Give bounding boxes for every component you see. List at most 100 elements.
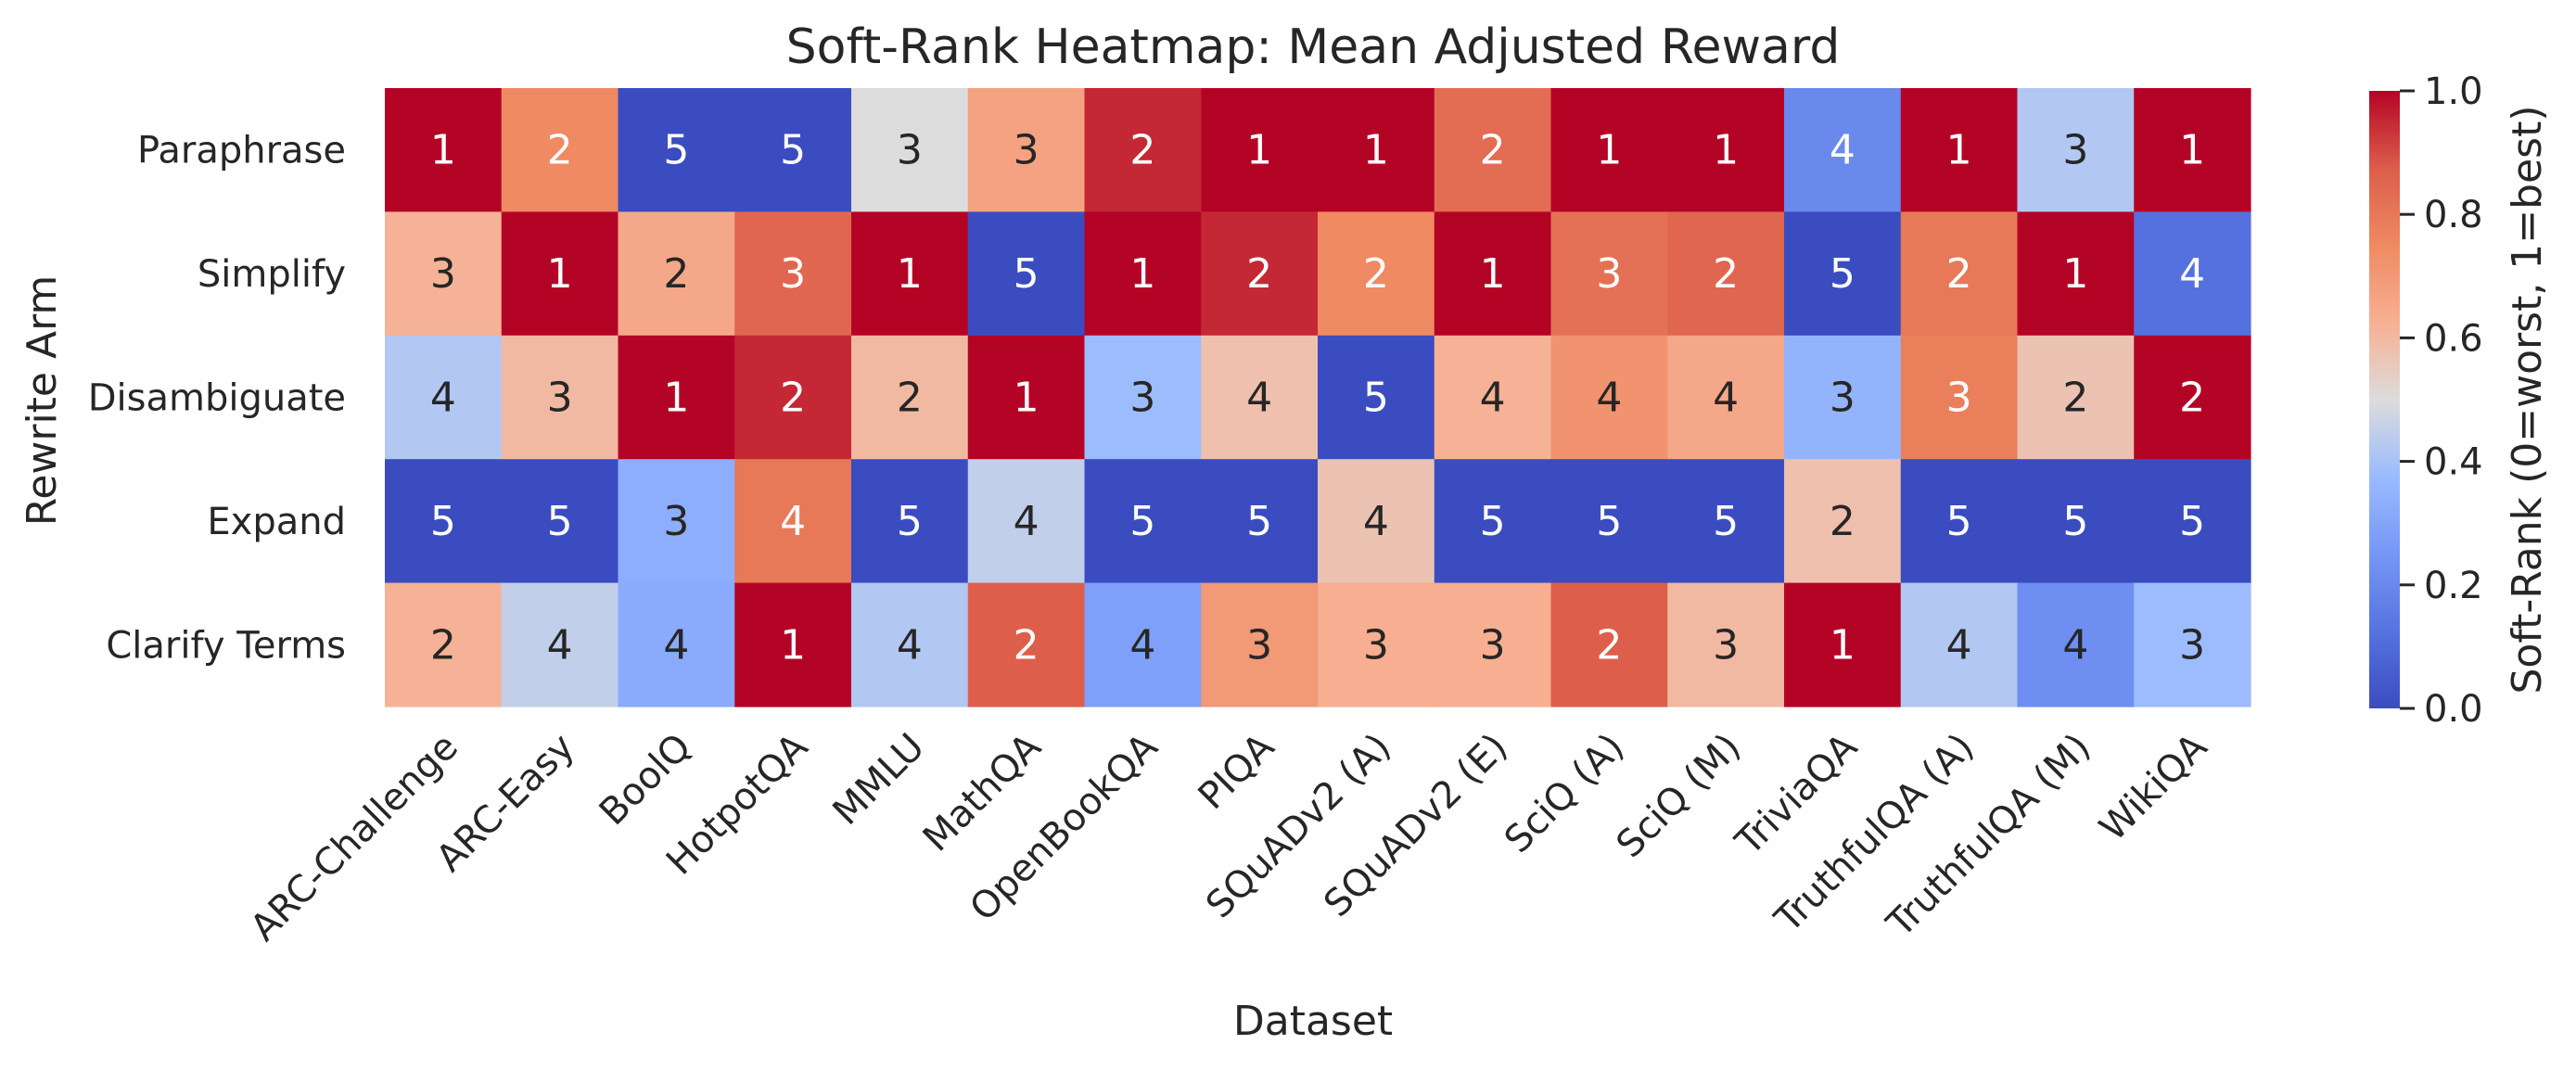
- cell-annotation: 4: [547, 621, 573, 669]
- heatmap-cell-0-7: [1201, 88, 1319, 212]
- heatmap-cell-4-11: [1667, 582, 1785, 707]
- cell-annotation: 2: [1713, 250, 1739, 298]
- heatmap-cell-4-5: [967, 582, 1086, 707]
- y-tick-label: Disambiguate: [88, 377, 346, 420]
- heatmap-cell-2-12: [1784, 335, 1902, 460]
- heatmap-cell-0-12: [1784, 88, 1902, 212]
- heatmap-cell-3-0: [385, 459, 503, 584]
- cell-annotation: 4: [1014, 498, 1039, 545]
- heatmap-cell-1-10: [1550, 211, 1668, 337]
- colorbar-tick-label: 0.4: [2424, 441, 2483, 484]
- chart-title: Soft-Rank Heatmap: Mean Adjusted Reward: [786, 19, 1841, 75]
- cell-annotation: 5: [1480, 498, 1506, 545]
- heatmap-cell-1-9: [1434, 211, 1552, 337]
- cell-annotation: 5: [1830, 250, 1855, 298]
- y-axis-label: Rewrite Arm: [19, 275, 66, 527]
- y-tick-labels: Paraphrase Simplify Disambiguate Expand Clar…: [88, 130, 346, 668]
- heatmap-cell-0-11: [1667, 88, 1785, 212]
- heatmap-cell-4-2: [618, 582, 735, 707]
- cell-annotation: 2: [547, 127, 573, 174]
- cell-annotation: 1: [1246, 127, 1272, 174]
- heatmap-cell-1-14: [2017, 211, 2135, 337]
- cell-annotation: 4: [897, 621, 923, 669]
- y-tick-label: Simplify: [198, 253, 346, 296]
- heatmap-cell-4-15: [2134, 582, 2251, 707]
- cell-annotation: 3: [2179, 621, 2205, 669]
- cell-annotation: 3: [1129, 375, 1155, 422]
- cell-annotation: 2: [2062, 375, 2088, 422]
- colorbar-tick-label: 0.8: [2424, 194, 2483, 236]
- heatmap-cell-0-4: [851, 88, 969, 212]
- cell-annotation: 5: [1596, 498, 1622, 545]
- cell-annotation: 5: [663, 127, 689, 174]
- heatmap-cell-1-11: [1667, 211, 1785, 337]
- cell-annotation: 3: [430, 250, 456, 298]
- cell-annotation: 2: [663, 250, 689, 298]
- heatmap-cell-0-1: [501, 88, 619, 212]
- colorbar-tick-label: 0.0: [2424, 688, 2483, 731]
- colorbar-ticks: 0.0 0.2 0.4 0.6 0.8 1.0: [2400, 70, 2483, 731]
- cell-annotation: 2: [1246, 250, 1272, 298]
- x-axis-label: Dataset: [1233, 998, 1393, 1045]
- cell-annotation: 4: [430, 375, 456, 422]
- cell-annotation: 1: [1596, 127, 1622, 174]
- cell-annotation: 4: [1830, 127, 1855, 174]
- heatmap-cell-1-8: [1318, 211, 1435, 337]
- heatmap-cell-1-1: [501, 211, 619, 337]
- cell-annotation: 5: [1713, 498, 1739, 545]
- heatmap-cell-0-6: [1084, 88, 1202, 212]
- cell-annotation: 3: [663, 498, 689, 545]
- heatmap-cell-4-0: [385, 582, 503, 707]
- cell-annotation: 5: [1014, 250, 1039, 298]
- heatmap-cell-3-3: [734, 459, 852, 584]
- heatmap-cell-0-2: [618, 88, 735, 212]
- cell-annotation: 3: [1713, 621, 1739, 669]
- heatmap-cell-2-13: [1900, 335, 2019, 460]
- cell-annotation: 1: [1830, 621, 1855, 669]
- heatmap-cell-3-12: [1784, 459, 1902, 584]
- y-tick-label: Paraphrase: [137, 130, 346, 172]
- colorbar: [2369, 91, 2400, 708]
- cell-annotation: 3: [547, 375, 573, 422]
- heatmap-cell-2-3: [734, 335, 852, 460]
- cell-annotation: 3: [780, 250, 806, 298]
- heatmap-cell-3-7: [1201, 459, 1319, 584]
- cell-annotation: 5: [1363, 375, 1389, 422]
- colorbar-tick-label: 0.6: [2424, 317, 2483, 360]
- heatmap-cell-2-11: [1667, 335, 1785, 460]
- heatmap-cell-1-2: [618, 211, 735, 337]
- cell-annotation: 5: [1246, 498, 1272, 545]
- heatmap-cell-3-9: [1434, 459, 1552, 584]
- cell-annotation: 2: [1946, 250, 1972, 298]
- heatmap-cell-0-0: [385, 88, 503, 212]
- heatmap-cell-0-8: [1318, 88, 1435, 212]
- cell-annotation: 5: [2062, 498, 2088, 545]
- cell-annotation: 5: [430, 498, 456, 545]
- heatmap-cell-2-15: [2134, 335, 2251, 460]
- cell-annotation: 2: [2179, 375, 2205, 422]
- heatmap-cell-4-12: [1784, 582, 1902, 707]
- heatmap-cell-0-10: [1550, 88, 1668, 212]
- colorbar-tick-label: 0.2: [2424, 565, 2483, 607]
- cell-annotation: 4: [2062, 621, 2088, 669]
- cell-annotation: 1: [663, 375, 689, 422]
- cell-annotation: 5: [1946, 498, 1972, 545]
- colorbar-tick-label: 1.0: [2424, 70, 2483, 113]
- cell-annotation: 1: [1014, 375, 1039, 422]
- heatmap-cell-4-6: [1084, 582, 1202, 707]
- x-tick-label: TruthfulQA (M): [1879, 726, 2099, 947]
- cell-annotation: 2: [780, 375, 806, 422]
- cell-annotation: 2: [1830, 498, 1855, 545]
- heatmap-cell-4-14: [2017, 582, 2135, 707]
- cell-annotation: 1: [897, 250, 923, 298]
- cell-annotation: 5: [1129, 498, 1155, 545]
- heatmap-cell-0-9: [1434, 88, 1552, 212]
- heatmap-cell-0-14: [2017, 88, 2135, 212]
- heatmap-cell-3-14: [2017, 459, 2135, 584]
- y-tick-label: Clarify Terms: [106, 624, 346, 667]
- x-tick-label: MMLU: [825, 726, 933, 834]
- heatmap-cell-2-5: [967, 335, 1086, 460]
- heatmap-cell-4-9: [1434, 582, 1552, 707]
- heatmap-cell-4-8: [1318, 582, 1435, 707]
